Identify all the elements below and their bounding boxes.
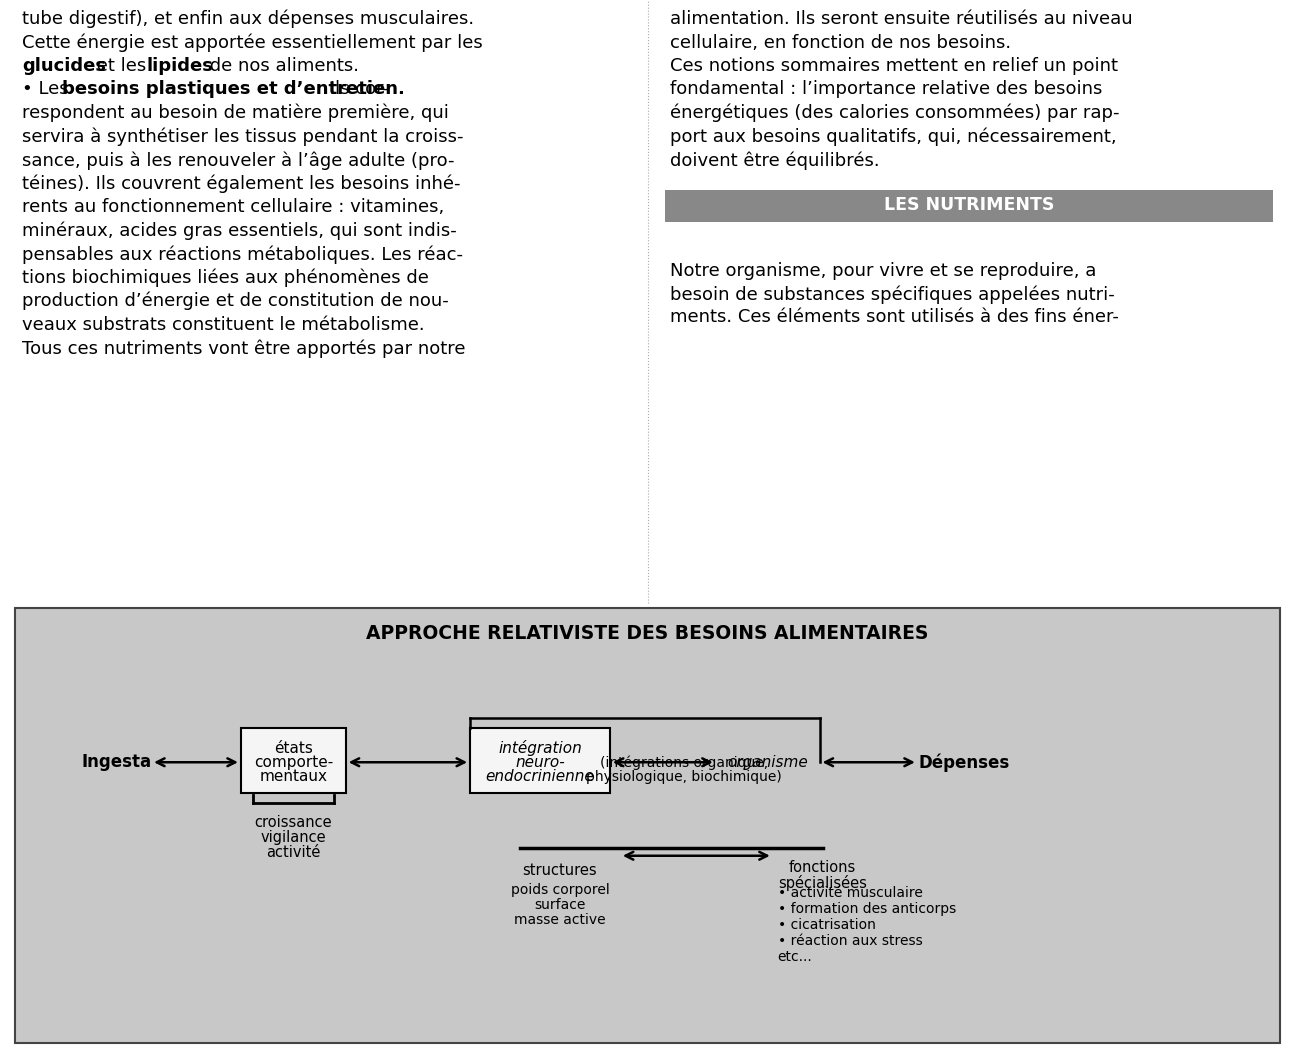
Text: croissance: croissance xyxy=(255,815,332,829)
Text: ments. Ces éléments sont utilisés à des fins éner-: ments. Ces éléments sont utilisés à des … xyxy=(670,309,1119,327)
Bar xyxy=(666,189,1273,221)
Text: rents au fonctionnement cellulaire : vitamines,: rents au fonctionnement cellulaire : vit… xyxy=(22,198,444,216)
Text: etc...: etc... xyxy=(778,950,812,964)
Text: organisme: organisme xyxy=(728,754,808,770)
Text: cellulaire, en fonction de nos besoins.: cellulaire, en fonction de nos besoins. xyxy=(670,34,1011,52)
Text: tube digestif), et enfin aux dépenses musculaires.: tube digestif), et enfin aux dépenses mu… xyxy=(22,10,474,29)
Text: Dépenses: Dépenses xyxy=(918,753,1009,771)
Text: • formation des anticorps: • formation des anticorps xyxy=(778,901,956,916)
Text: poids corporel: poids corporel xyxy=(510,882,610,897)
Text: et les: et les xyxy=(91,57,152,75)
Text: production d’énergie et de constitution de nou-: production d’énergie et de constitution … xyxy=(22,292,449,310)
Text: respondent au besoin de matière première, qui: respondent au besoin de matière première… xyxy=(22,104,449,123)
Text: Tous ces nutriments vont être apportés par notre: Tous ces nutriments vont être apportés p… xyxy=(22,339,465,358)
Text: masse active: masse active xyxy=(514,913,606,927)
Text: neuro-: neuro- xyxy=(515,754,565,770)
Text: téines). Ils couvrent également les besoins inhé-: téines). Ils couvrent également les beso… xyxy=(22,175,461,193)
Text: besoins plastiques et d’entretien.: besoins plastiques et d’entretien. xyxy=(62,80,405,98)
Text: Ils cor-: Ils cor- xyxy=(324,80,388,98)
Text: de nos aliments.: de nos aliments. xyxy=(205,57,359,75)
Text: doivent être équilibrés.: doivent être équilibrés. xyxy=(670,151,879,169)
Text: comporte-: comporte- xyxy=(254,754,333,770)
Text: • réaction aux stress: • réaction aux stress xyxy=(778,934,922,948)
Bar xyxy=(241,728,346,792)
Text: vigilance: vigilance xyxy=(260,829,326,844)
Text: sance, puis à les renouveler à l’âge adulte (pro-: sance, puis à les renouveler à l’âge adu… xyxy=(22,151,455,169)
Text: physiologique, biochimique): physiologique, biochimique) xyxy=(585,770,782,784)
Text: Ingesta: Ingesta xyxy=(82,753,152,771)
Text: • activité musculaire: • activité musculaire xyxy=(778,886,922,899)
Text: port aux besoins qualitatifs, qui, nécessairement,: port aux besoins qualitatifs, qui, néces… xyxy=(670,128,1116,146)
Text: • cicatrisation: • cicatrisation xyxy=(778,917,875,932)
Text: endocrinienne: endocrinienne xyxy=(486,769,594,784)
Text: minéraux, acides gras essentiels, qui sont indis-: minéraux, acides gras essentiels, qui so… xyxy=(22,221,457,240)
Text: fonctions: fonctions xyxy=(789,860,856,875)
Text: lipides: lipides xyxy=(146,57,212,75)
Text: LES NUTRIMENTS: LES NUTRIMENTS xyxy=(883,197,1054,215)
Text: spécialisées: spécialisées xyxy=(778,875,868,891)
Text: besoin de substances spécifiques appelées nutri-: besoin de substances spécifiques appelée… xyxy=(670,285,1115,304)
Text: structures: structures xyxy=(523,862,597,878)
Text: tions biochimiques liées aux phénomènes de: tions biochimiques liées aux phénomènes … xyxy=(22,269,429,287)
Text: fondamental : l’importance relative des besoins: fondamental : l’importance relative des … xyxy=(670,80,1102,98)
Text: (intégrations organique,: (intégrations organique, xyxy=(600,755,768,770)
Text: intégration: intégration xyxy=(499,741,581,756)
Text: Ces notions sommaires mettent en relief un point: Ces notions sommaires mettent en relief … xyxy=(670,57,1118,75)
Text: états: états xyxy=(273,741,312,755)
Text: • Les: • Les xyxy=(22,80,74,98)
Text: surface: surface xyxy=(535,898,585,912)
Text: activité: activité xyxy=(265,844,320,860)
Bar xyxy=(16,608,1279,1043)
Text: glucides: glucides xyxy=(22,57,106,75)
Text: énergétiques (des calories consommées) par rap-: énergétiques (des calories consommées) p… xyxy=(670,104,1119,123)
Text: Cette énergie est apportée essentiellement par les: Cette énergie est apportée essentielleme… xyxy=(22,34,483,52)
Text: APPROCHE RELATIVISTE DES BESOINS ALIMENTAIRES: APPROCHE RELATIVISTE DES BESOINS ALIMENT… xyxy=(366,624,929,643)
Text: alimentation. Ils seront ensuite réutilisés au niveau: alimentation. Ils seront ensuite réutili… xyxy=(670,10,1133,28)
Bar xyxy=(470,728,610,792)
Text: pensables aux réactions métaboliques. Les réac-: pensables aux réactions métaboliques. Le… xyxy=(22,245,464,263)
Text: veaux substrats constituent le métabolisme.: veaux substrats constituent le métabolis… xyxy=(22,315,425,333)
Text: mentaux: mentaux xyxy=(259,769,328,784)
Text: servira à synthétiser les tissus pendant la croiss-: servira à synthétiser les tissus pendant… xyxy=(22,128,464,146)
Text: Notre organisme, pour vivre et se reproduire, a: Notre organisme, pour vivre et se reprod… xyxy=(670,261,1097,279)
